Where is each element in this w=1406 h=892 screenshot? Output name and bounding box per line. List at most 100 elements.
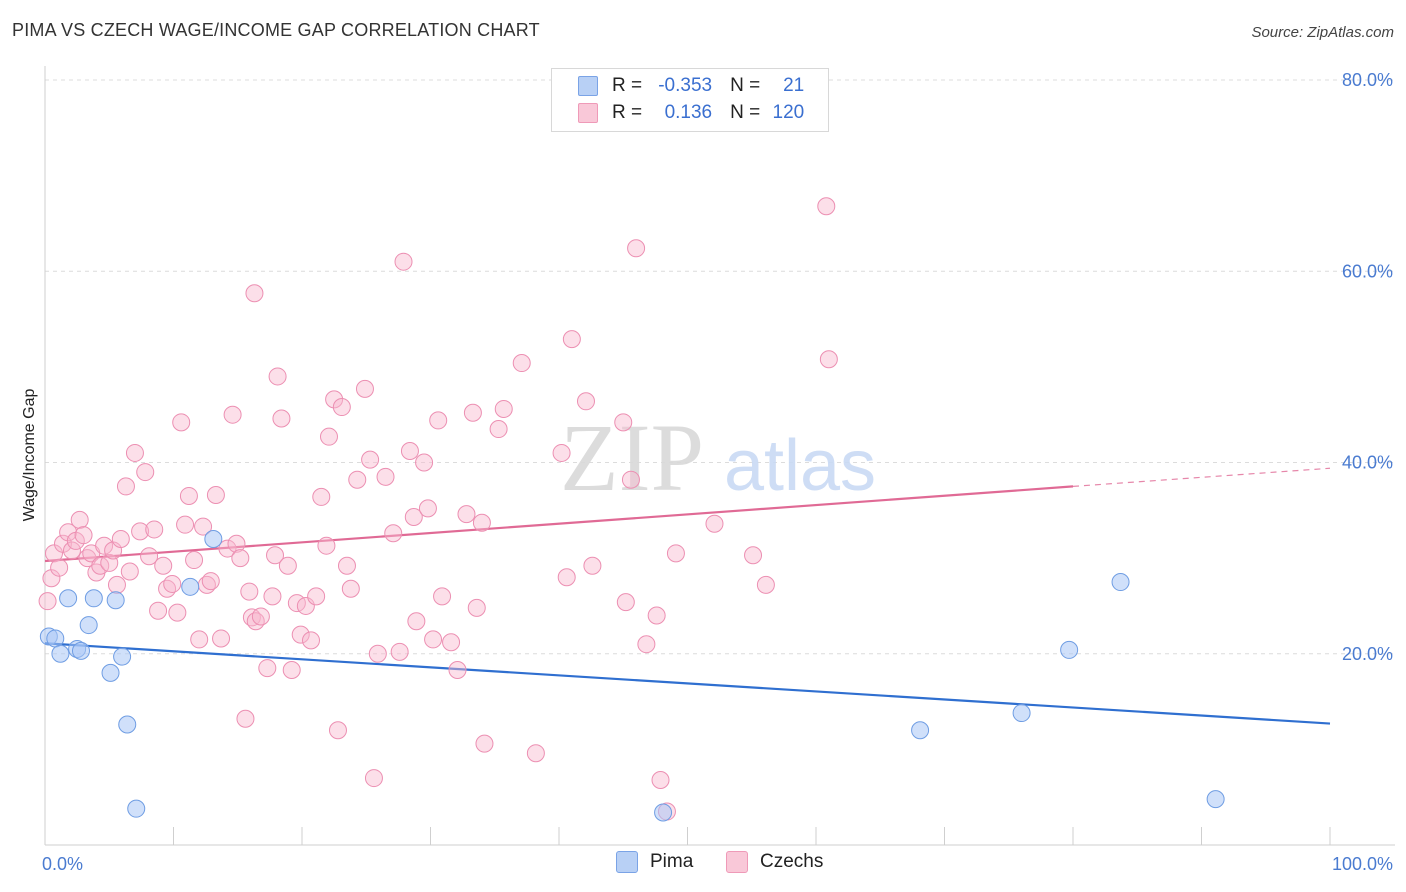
point-czechs[interactable] [819,350,838,369]
point-czechs[interactable] [212,629,231,648]
point-czechs[interactable] [384,524,403,543]
point-pima[interactable] [113,647,132,666]
point-czechs[interactable] [185,551,204,570]
point-czechs[interactable] [176,515,195,534]
point-czechs[interactable] [258,659,277,678]
point-czechs[interactable] [616,593,635,612]
point-czechs[interactable] [246,612,265,631]
point-czechs[interactable] [194,517,213,536]
point-czechs[interactable] [125,443,144,462]
point-czechs[interactable] [223,405,242,424]
series-legend-czechs[interactable]: Czechs [726,851,823,873]
point-czechs[interactable] [627,239,646,258]
point-czechs[interactable] [756,575,775,594]
point-pima[interactable] [84,589,103,608]
point-pima[interactable] [204,530,223,548]
point-czechs[interactable] [390,642,409,661]
point-czechs[interactable] [145,520,164,539]
point-czechs[interactable] [268,367,287,386]
point-czechs[interactable] [140,547,159,566]
point-czechs[interactable] [312,487,331,506]
point-czechs[interactable] [557,568,576,587]
point-czechs[interactable] [355,379,374,398]
point-czechs[interactable] [240,582,259,601]
point-czechs[interactable] [651,770,670,789]
point-czechs[interactable] [394,252,413,271]
point-pima[interactable] [118,715,137,734]
point-czechs[interactable] [442,633,461,652]
point-czechs[interactable] [457,505,476,524]
point-czechs[interactable] [364,769,383,788]
point-czechs[interactable] [154,556,173,575]
point-czechs[interactable] [266,546,285,565]
point-czechs[interactable] [70,510,89,529]
point-czechs[interactable] [107,575,126,594]
point-czechs[interactable] [429,411,448,430]
point-pima[interactable] [1060,640,1079,659]
point-czechs[interactable] [62,541,81,560]
point-czechs[interactable] [291,625,310,644]
point-czechs[interactable] [467,598,486,617]
point-czechs[interactable] [817,197,836,216]
point-czechs[interactable] [172,413,191,432]
point-czechs[interactable] [552,443,571,462]
point-czechs[interactable] [489,420,508,439]
point-czechs[interactable] [400,442,419,461]
point-pima[interactable] [911,721,930,740]
point-pima[interactable] [46,629,65,648]
point-czechs[interactable] [614,413,633,432]
point-pima[interactable] [79,616,98,635]
point-czechs[interactable] [348,470,367,489]
point-pima[interactable] [1206,790,1225,809]
point-czechs[interactable] [206,486,225,505]
point-czechs[interactable] [231,549,250,568]
point-czechs[interactable] [116,477,135,496]
point-czechs[interactable] [424,630,443,649]
point-czechs[interactable] [111,530,130,548]
point-czechs[interactable] [136,463,155,482]
point-czechs[interactable] [637,635,656,654]
point-czechs[interactable] [583,556,602,575]
point-czechs[interactable] [448,661,467,680]
point-czechs[interactable] [307,587,326,606]
point-pima[interactable] [181,577,200,596]
point-czechs[interactable] [272,409,291,428]
point-pima[interactable] [127,799,146,818]
point-czechs[interactable] [418,499,437,518]
point-czechs[interactable] [50,558,69,577]
point-czechs[interactable] [168,603,187,622]
point-czechs[interactable] [705,514,724,533]
point-czechs[interactable] [404,508,423,527]
point-czechs[interactable] [227,534,246,553]
point-czechs[interactable] [251,607,270,626]
point-pima[interactable] [1111,573,1130,592]
point-czechs[interactable] [95,536,114,555]
point-czechs[interactable] [149,601,168,620]
point-czechs[interactable] [368,644,387,663]
point-czechs[interactable] [38,592,57,611]
series-legend-pima[interactable]: Pima [616,851,693,873]
point-pima[interactable] [654,803,673,822]
point-czechs[interactable] [376,467,395,486]
point-czechs[interactable] [472,513,491,532]
point-czechs[interactable] [463,403,482,422]
point-czechs[interactable] [341,579,360,598]
point-czechs[interactable] [744,546,763,565]
point-czechs[interactable] [190,630,209,649]
point-czechs[interactable] [120,562,139,581]
point-pima[interactable] [101,663,120,682]
point-czechs[interactable] [494,399,513,418]
point-czechs[interactable] [666,544,685,563]
point-czechs[interactable] [325,390,344,409]
point-czechs[interactable] [158,579,177,598]
point-czechs[interactable] [332,398,351,417]
point-czechs[interactable] [317,536,336,555]
point-czechs[interactable] [42,569,61,588]
point-czechs[interactable] [236,709,255,728]
point-czechs[interactable] [576,392,595,411]
point-pima[interactable] [59,589,78,608]
point-czechs[interactable] [301,631,320,650]
point-czechs[interactable] [74,526,93,545]
point-czechs[interactable] [263,587,282,606]
point-czechs[interactable] [647,606,666,625]
